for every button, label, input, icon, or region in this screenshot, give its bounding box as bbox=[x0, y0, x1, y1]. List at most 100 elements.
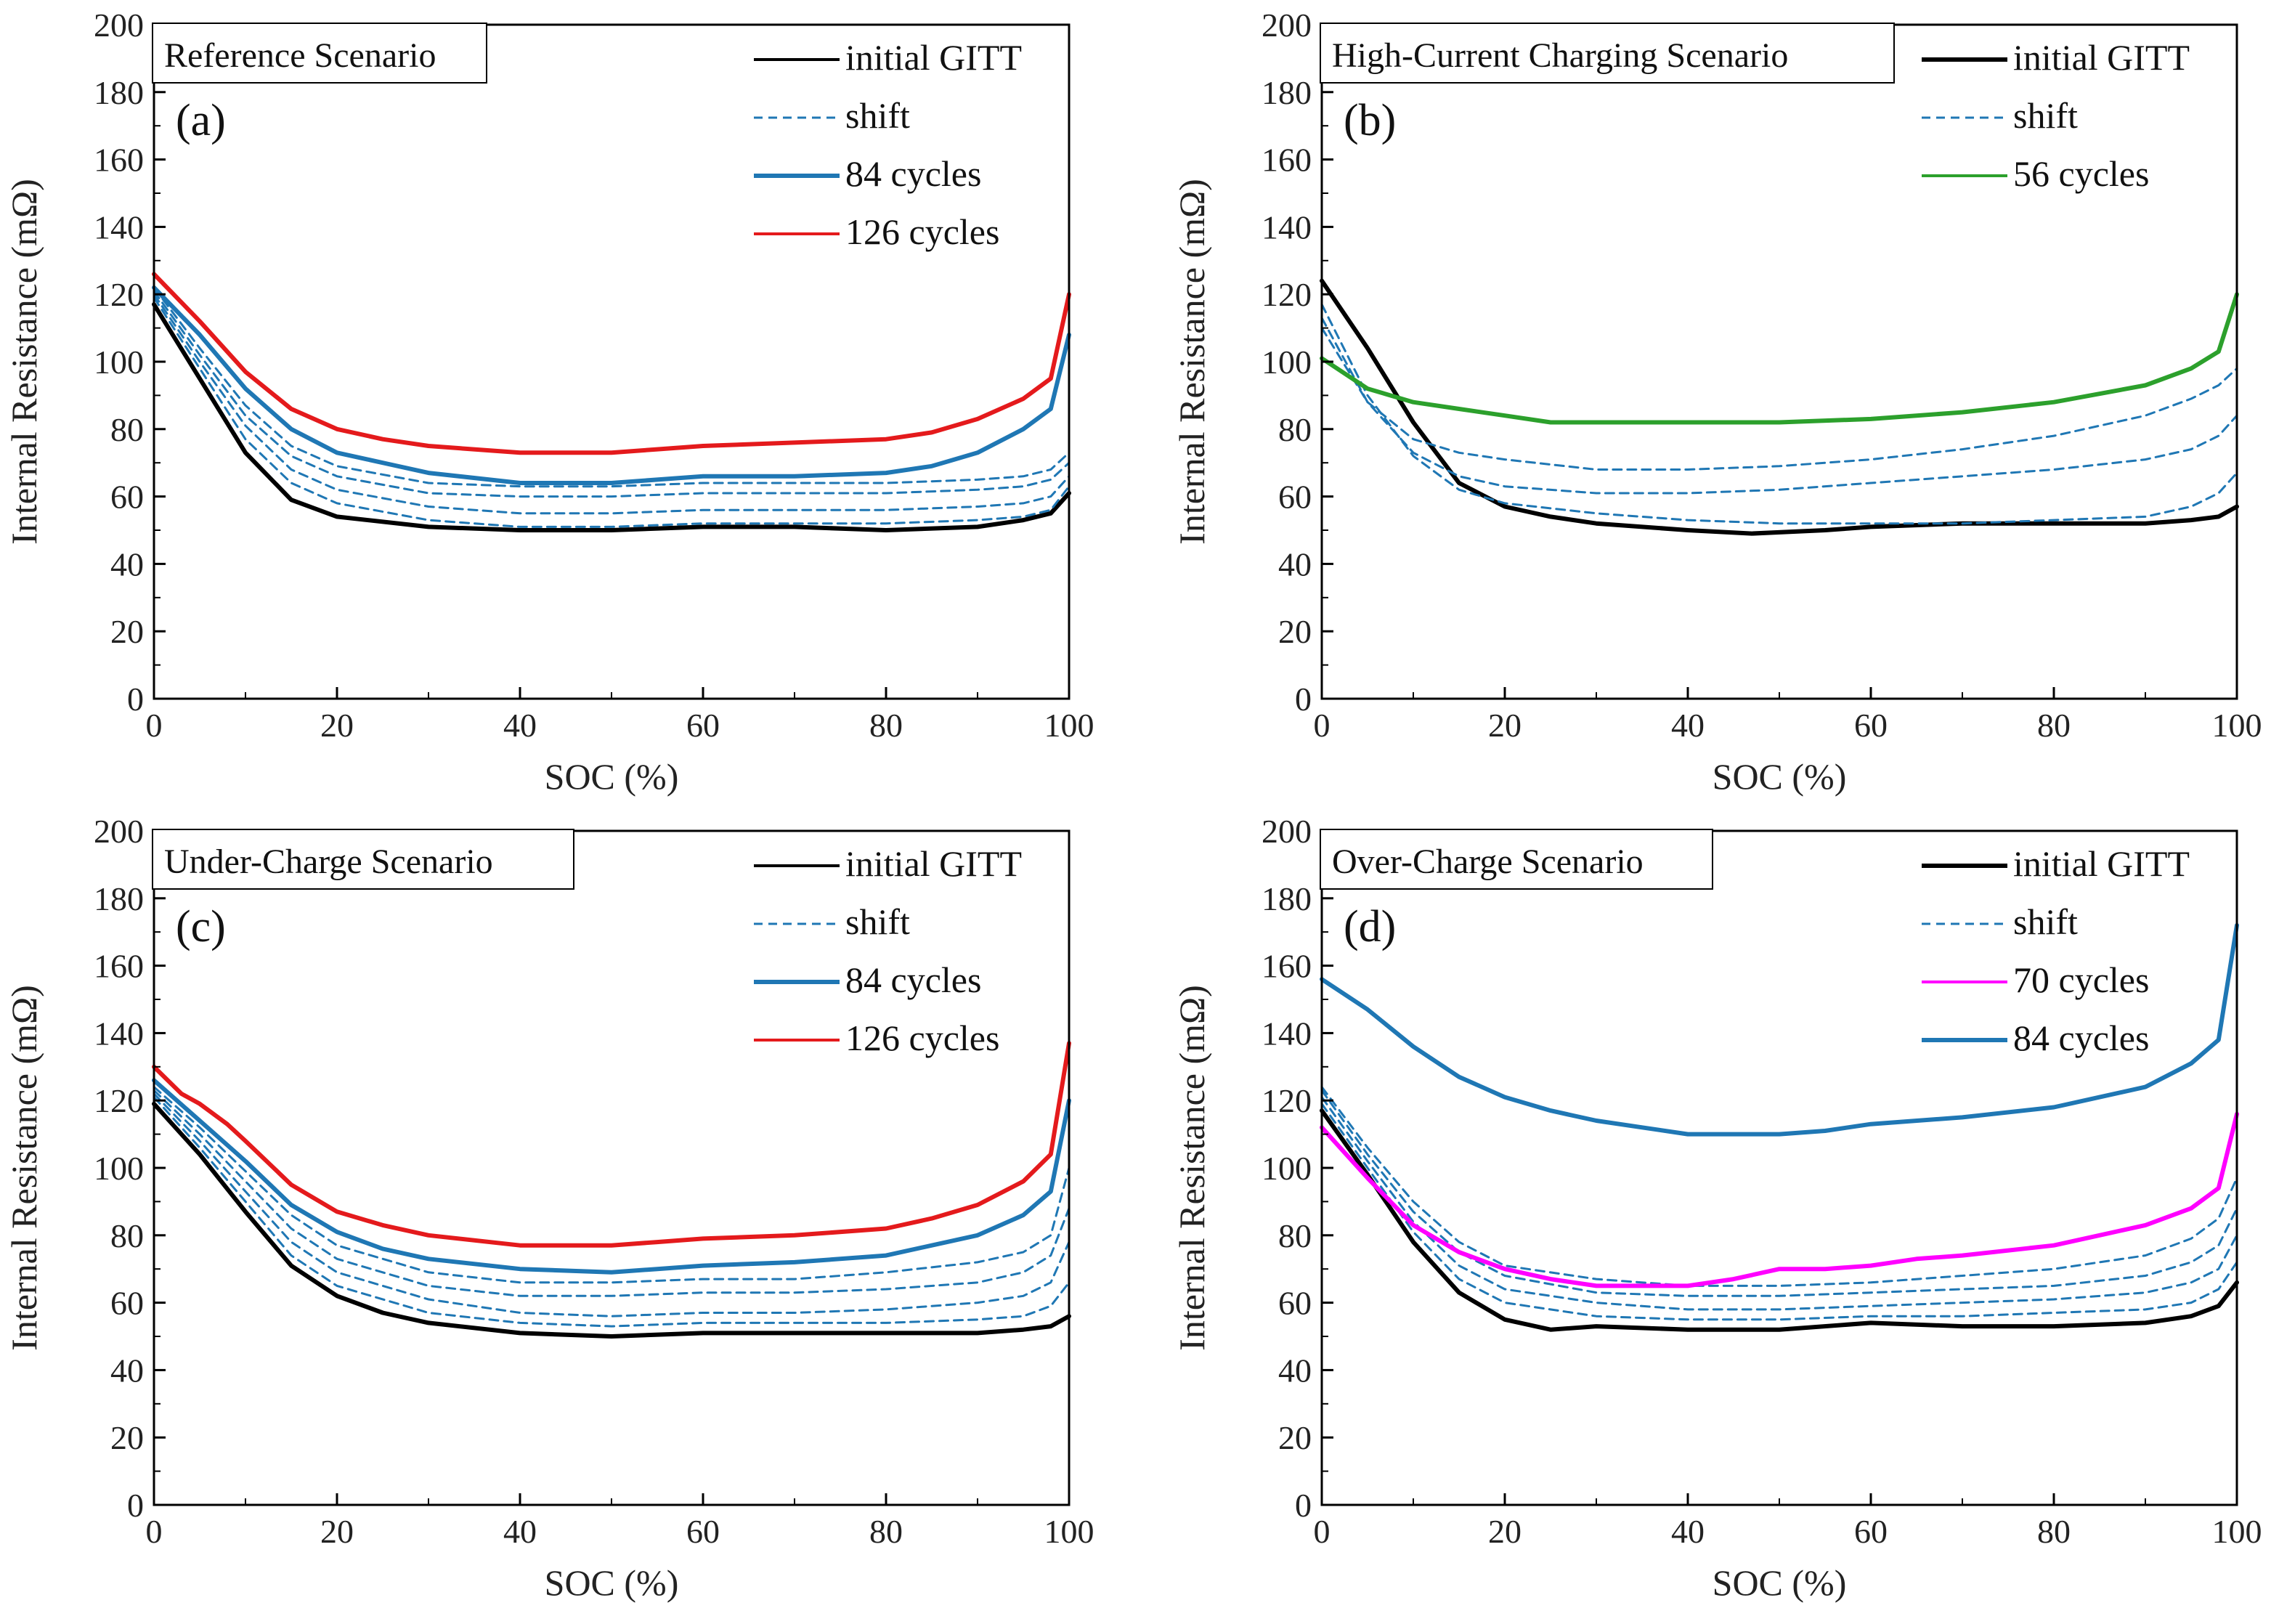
y-tick-label: 160 bbox=[1262, 948, 1312, 985]
legend: initial GITT shift 84 cycles 126 cycles bbox=[754, 843, 1022, 1058]
legend-label: initial GITT bbox=[2013, 37, 2190, 78]
legend-entry-shift: shift bbox=[754, 95, 910, 136]
y-tick-label: 40 bbox=[110, 545, 144, 582]
legend: initial GITT shift 70 cycles 84 cycles bbox=[1922, 843, 2190, 1058]
series-line-70-cycles bbox=[1320, 1111, 2239, 1288]
series-line-initial-gitt bbox=[1320, 278, 2239, 536]
y-tick-label: 120 bbox=[1262, 276, 1312, 313]
x-tick-label: 20 bbox=[320, 707, 354, 744]
series-line-shift-2 bbox=[1320, 317, 2238, 495]
x-tick-label: 40 bbox=[1671, 1513, 1705, 1550]
y-tick-label: 180 bbox=[94, 880, 144, 917]
legend-label: 70 cycles bbox=[2013, 959, 2149, 1000]
x-tick-label: 0 bbox=[1314, 1513, 1331, 1550]
series-line-shift-2 bbox=[153, 293, 1071, 515]
series-line-shift-3 bbox=[1320, 1089, 2238, 1297]
legend: initial GITT shift 56 cycles bbox=[1922, 37, 2190, 194]
series-line-initial-gitt bbox=[152, 302, 1071, 532]
series-group bbox=[1320, 922, 2239, 1332]
y-tick-label: 100 bbox=[1262, 1150, 1312, 1187]
y-tick-label: 160 bbox=[94, 948, 144, 985]
legend-label: 126 cycles bbox=[845, 211, 999, 252]
legend-label: 84 cycles bbox=[2013, 1018, 2149, 1058]
x-tick-label: 60 bbox=[686, 1513, 720, 1550]
y-tick-label: 120 bbox=[94, 1082, 144, 1119]
legend-label: 84 cycles bbox=[845, 153, 981, 194]
y-tick-label: 20 bbox=[1278, 613, 1312, 650]
y-tick-label: 180 bbox=[1262, 74, 1312, 111]
chart-panel-c: 0 20 40 60 80 100020406080100120140160180200 … bbox=[4, 813, 1094, 1603]
y-tick-label: 160 bbox=[1262, 142, 1312, 179]
series-line-shift-1 bbox=[153, 296, 1071, 528]
scenario-title: Over-Charge Scenario bbox=[1332, 843, 1644, 881]
legend-entry-shift: shift bbox=[1922, 95, 2078, 136]
series-line-shift-3 bbox=[1320, 327, 2238, 471]
legend-label: initial GITT bbox=[845, 37, 1022, 78]
series-line-shift-3 bbox=[153, 290, 1071, 498]
y-tick-label: 140 bbox=[1262, 1015, 1312, 1052]
legend-label: 56 cycles bbox=[2013, 153, 2149, 194]
x-tick-label: 0 bbox=[146, 707, 163, 744]
legend-entry-84-cycles: 84 cycles bbox=[1922, 1018, 2149, 1058]
x-tick-label: 80 bbox=[2037, 707, 2071, 744]
series-group bbox=[152, 1041, 1071, 1339]
x-tick-label: 20 bbox=[320, 1513, 354, 1550]
legend-entry-84-cycles: 84 cycles bbox=[754, 959, 981, 1000]
series-line-84-cycles bbox=[152, 1078, 1071, 1275]
chart-panel-d: 0 20 40 60 80 100020406080100120140160180200 … bbox=[1171, 813, 2262, 1603]
y-tick-label: 120 bbox=[94, 276, 144, 313]
y-tick-label: 20 bbox=[110, 613, 144, 650]
y-tick-label: 120 bbox=[1262, 1082, 1312, 1119]
legend-label: shift bbox=[2013, 901, 2078, 942]
legend-entry-84-cycles: 84 cycles bbox=[754, 153, 981, 194]
chart-panel-a: 0 20 40 60 80 100020406080100120140160180200 … bbox=[4, 7, 1094, 797]
series-line-shift-1 bbox=[1320, 1103, 2238, 1321]
x-tick-label: 80 bbox=[869, 707, 903, 744]
legend: initial GITT shift 84 cycles 126 cycles bbox=[754, 37, 1022, 252]
y-tick-label: 40 bbox=[110, 1352, 144, 1389]
legend-entry-shift: shift bbox=[754, 901, 910, 942]
series-line-shift-4 bbox=[153, 1086, 1071, 1284]
series-line-shift-4 bbox=[1320, 1086, 2238, 1287]
legend-entry-shift: shift bbox=[1922, 901, 2078, 942]
legend-label: 126 cycles bbox=[845, 1018, 999, 1058]
x-axis-label: SOC (%) bbox=[1713, 1562, 1847, 1603]
y-tick-label: 200 bbox=[1262, 813, 1312, 850]
x-tick-label: 40 bbox=[1671, 707, 1705, 744]
panel-letter: (d) bbox=[1344, 902, 1396, 951]
x-tick-label: 80 bbox=[869, 1513, 903, 1550]
x-axis-label: SOC (%) bbox=[1713, 756, 1847, 797]
x-tick-label: 80 bbox=[2037, 1513, 2071, 1550]
y-tick-label: 200 bbox=[94, 7, 144, 44]
x-tick-label: 60 bbox=[1854, 707, 1888, 744]
legend-entry-56-cycles: 56 cycles bbox=[1922, 153, 2149, 194]
y-tick-label: 40 bbox=[1278, 545, 1312, 582]
scenario-title-frame bbox=[1320, 829, 1713, 890]
y-tick-label: 200 bbox=[1262, 7, 1312, 44]
x-tick-label: 40 bbox=[503, 1513, 537, 1550]
x-tick-label: 0 bbox=[146, 1513, 163, 1550]
y-tick-label: 0 bbox=[1295, 1487, 1312, 1524]
x-tick-label: 100 bbox=[1044, 707, 1094, 744]
series-line-initial-gitt bbox=[152, 1101, 1071, 1339]
legend-entry-initial-gitt: initial GITT bbox=[1922, 843, 2190, 884]
panel-letter: (a) bbox=[176, 96, 226, 145]
scenario-title: Under-Charge Scenario bbox=[164, 843, 493, 881]
x-tick-label: 100 bbox=[1044, 1513, 1094, 1550]
series-line-84-cycles bbox=[152, 285, 1071, 485]
series-group bbox=[1320, 278, 2239, 536]
x-tick-label: 0 bbox=[1314, 707, 1331, 744]
y-tick-label: 20 bbox=[1278, 1419, 1312, 1456]
axis-ticks: 0 20 40 60 80 100 0 20 40 60 80 100 120 140 160 180 200 bbox=[1262, 7, 2262, 744]
y-tick-label: 180 bbox=[1262, 880, 1312, 917]
panel-letter: (b) bbox=[1344, 96, 1396, 145]
scenario-title: Reference Scenario bbox=[164, 36, 436, 75]
y-tick-label: 40 bbox=[1278, 1352, 1312, 1389]
x-tick-label: 100 bbox=[2212, 707, 2262, 744]
scenario-title: High-Current Charging Scenario bbox=[1332, 36, 1788, 75]
y-axis-label: Internal Resistance (mΩ) bbox=[1171, 179, 1212, 545]
x-axis-label: SOC (%) bbox=[545, 756, 679, 797]
legend-entry-70-cycles: 70 cycles bbox=[1922, 959, 2149, 1000]
axis-ticks: 0 20 40 60 80 100 0 20 40 60 80 100 120 140 160 180 200 bbox=[1262, 813, 2262, 1550]
